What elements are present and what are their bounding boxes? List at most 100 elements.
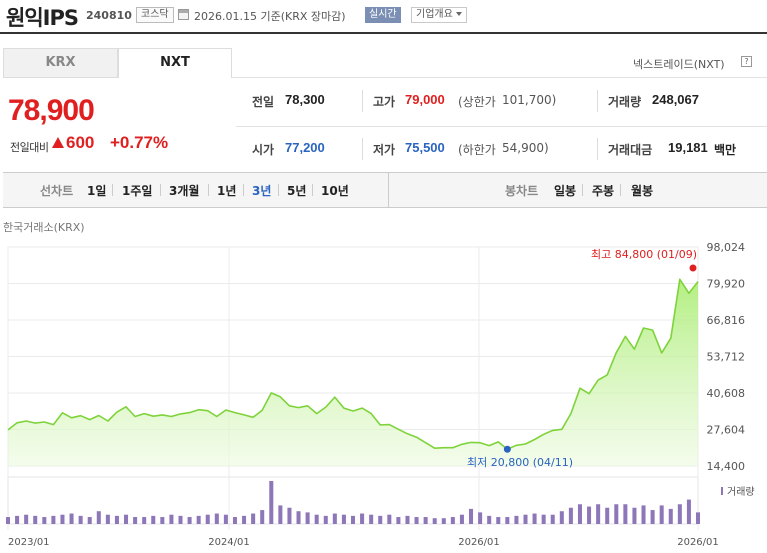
volume-bar (24, 514, 29, 524)
y-tick-label: 98,024 (707, 241, 746, 254)
diff-label: 전일대비 (10, 141, 49, 154)
volume-legend-swatch (721, 487, 723, 495)
candle-chart-caption: 봉차트 (505, 184, 539, 198)
period-bar-divider (388, 173, 389, 207)
volume-bar (332, 513, 337, 524)
volume-bar (87, 517, 92, 524)
volume-bar (532, 513, 537, 524)
help-icon[interactable]: ? (741, 56, 752, 67)
volume-bar (60, 514, 65, 524)
volume-bar (114, 515, 119, 524)
volume-bar (214, 513, 219, 524)
volume-bar (378, 515, 383, 524)
low-label: 저가 (373, 143, 396, 157)
volume-bar (587, 506, 592, 524)
open-label: 시가 (252, 143, 275, 157)
x-tick-label: 2024/01 (208, 537, 250, 548)
volume-bar (278, 505, 283, 524)
volume-bar (133, 517, 138, 524)
volume-bar (514, 515, 519, 524)
base-date: 2026.01.15 기준(KRX 장마감) (194, 10, 346, 23)
lower-limit-label: (하한가 (458, 143, 496, 157)
y-tick-label: 66,816 (707, 314, 746, 327)
quote-separator (597, 138, 598, 160)
volume-bar (668, 508, 673, 524)
x-tick-label: 2026/01 (677, 537, 719, 548)
period-separator (278, 184, 279, 196)
volume-bar (314, 514, 319, 524)
volume-bar (387, 514, 392, 524)
candle-monthly[interactable]: 월봉 (631, 184, 654, 198)
tab-baseline (232, 77, 767, 78)
volume-bar (677, 504, 682, 524)
period-3y[interactable]: 3년 (252, 184, 272, 198)
volume-bar (523, 514, 528, 524)
period-1d[interactable]: 1일 (87, 184, 107, 198)
volume-bar (350, 515, 356, 524)
volume-bar (695, 512, 701, 524)
change-amount: 600 (66, 133, 95, 152)
x-tick-label: 2023/01 (8, 537, 50, 548)
amount-value: 19,181 (668, 140, 708, 155)
volume-bar (577, 504, 582, 524)
volume-bar (78, 515, 83, 524)
period-separator (208, 184, 209, 196)
y-tick-label: 40,608 (707, 387, 746, 400)
volume-bar (432, 518, 437, 524)
period-10y[interactable]: 10년 (321, 184, 349, 198)
line-chart-caption: 선차트 (40, 184, 74, 198)
stock-name: 원익IPS (6, 6, 79, 30)
low-annotation: 최저 20,800 (04/11) (467, 456, 573, 469)
period-5y[interactable]: 5년 (287, 184, 307, 198)
calendar-icon (178, 9, 189, 20)
volume-bar (15, 515, 20, 524)
period-3m[interactable]: 3개월 (169, 184, 200, 198)
tab-krx[interactable]: KRX (3, 48, 118, 78)
volume-bar (196, 515, 201, 524)
volume-bar (596, 504, 601, 524)
volume-bar (396, 517, 401, 524)
volume-bar (369, 514, 374, 524)
volume-bar (296, 511, 301, 524)
period-bar (3, 172, 767, 208)
prev-close-value: 78,300 (285, 92, 325, 107)
volume-bar (260, 510, 265, 524)
realtime-button[interactable]: 실시간 (365, 7, 401, 23)
volume-bar (96, 511, 101, 524)
volume-bar (559, 511, 564, 524)
candle-weekly[interactable]: 주봉 (592, 184, 615, 198)
company-overview-dropdown[interactable]: 기업개요 (411, 7, 467, 23)
period-separator (582, 184, 583, 196)
volume-bar (605, 507, 610, 524)
volume-bar (124, 514, 129, 524)
volume-bar (69, 513, 74, 524)
period-separator (112, 184, 113, 196)
candle-daily[interactable]: 일봉 (554, 184, 577, 198)
volume-bar (360, 513, 365, 524)
volume-bar (568, 507, 573, 524)
volume-bar (187, 517, 192, 524)
upper-limit-value: 101,700) (502, 93, 557, 107)
volume-bar (287, 507, 292, 524)
volume-bar (242, 515, 247, 524)
volume-bar (550, 514, 555, 524)
volume-bar (650, 510, 655, 524)
volume-bar (51, 515, 56, 524)
volume-bar (42, 517, 47, 524)
volume-bar (251, 513, 256, 524)
tab-nxt[interactable]: NXT (118, 48, 232, 78)
volume-bar (614, 504, 619, 524)
header-divider (0, 32, 767, 34)
open-value: 77,200 (285, 140, 325, 155)
x-tick-label: 2026/01 (458, 537, 500, 548)
market-badge: 코스닥 (136, 7, 174, 23)
volume-bar (541, 514, 546, 524)
volume-bar (423, 517, 428, 524)
period-1y[interactable]: 1년 (217, 184, 237, 198)
volume-bar (269, 481, 274, 524)
volume-bar (487, 515, 492, 524)
period-separator (243, 184, 244, 196)
period-1w[interactable]: 1주일 (122, 184, 153, 198)
volume-bar (632, 507, 637, 524)
